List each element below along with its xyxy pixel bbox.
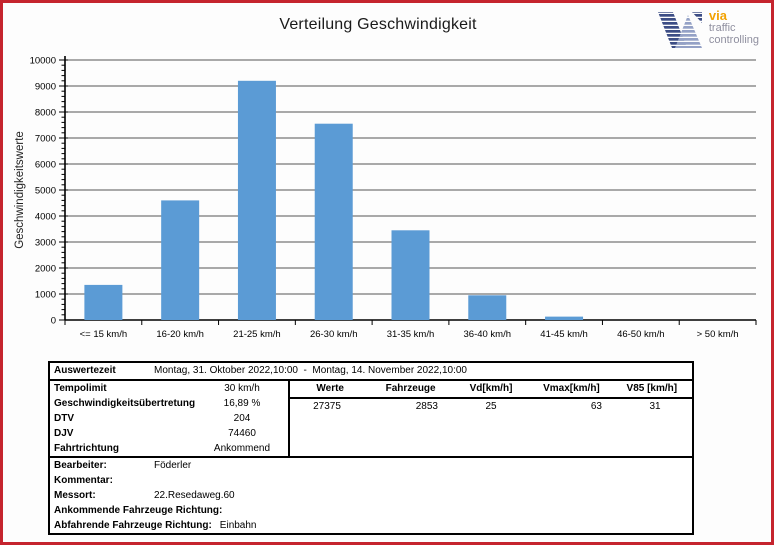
stats-value: 27375 (313, 401, 341, 412)
parameter-label: Geschwindigkeitsübertretung (54, 398, 196, 409)
meta-row: Bearbeiter: Föderler (50, 458, 692, 473)
bar-16-20 km/h (161, 200, 200, 320)
meta-label: Kommentar: (54, 475, 113, 486)
bar-41-45 km/h (545, 316, 584, 320)
y-tick-label: 6000 (35, 160, 56, 171)
parameter-row: DJV 74460 (50, 426, 288, 441)
bar-<= 15 km/h (84, 284, 123, 320)
parameter-value: Ankommend (213, 443, 271, 454)
bar-36-40 km/h (468, 295, 507, 320)
parameter-label: DTV (54, 413, 74, 424)
via-logo-icon (657, 12, 702, 48)
meta-label: Ankommende Fahrzeuge Richtung: (54, 505, 223, 516)
auswertezeit-label: Auswertezeit (54, 365, 116, 376)
x-tick-label: 31-35 km/h (387, 329, 435, 340)
stats-value: 31 (649, 401, 661, 412)
parameter-value: 204 (233, 413, 251, 424)
y-tick-label: 4000 (35, 212, 56, 223)
x-tick-label: 26-30 km/h (310, 329, 358, 340)
stats-column-header: V85 [km/h] (626, 383, 678, 394)
stats-panel: Werte Fahrzeuge Vd[km/h] Vmax[km/h] V85 [km/… (290, 381, 692, 456)
y-tick-label: 8000 (35, 108, 56, 119)
stats-column-header: Werte (316, 383, 344, 394)
meta-label: Bearbeiter: (54, 460, 107, 471)
meta-row: Abfahrende Fahrzeuge Richtung: Einbahn (50, 518, 692, 533)
stats-header-row: Werte Fahrzeuge Vd[km/h] Vmax[km/h] V85 [km/… (290, 381, 692, 399)
logo-brand: via (708, 8, 727, 23)
logo-text: via traffic controlling (708, 8, 759, 46)
parameters-section: Tempolimit 30 km/h Geschwindigkeitsübertre… (50, 381, 692, 458)
speed-distribution-bar-chart: 0 1000 2000 3000 4000 5000 6000 7000 8000 9000 100… (14, 56, 757, 340)
parameter-row: Tempolimit 30 km/h (50, 381, 288, 396)
parameter-value: 16,89 % (223, 398, 261, 409)
meta-row: Messort: 22.Resedaweg.60 (50, 488, 692, 503)
meta-value: 22.Resedaweg.60 (154, 490, 235, 501)
stats-value: 25 (485, 401, 497, 412)
stats-column-header: Vd[km/h] (469, 383, 513, 394)
meta-label: Abfahrende Fahrzeuge Richtung: (54, 520, 212, 531)
auswertezeit-value: Montag, 31. Oktober 2022,10:00 - Montag,… (154, 365, 467, 376)
x-tick-label: 16-20 km/h (156, 329, 204, 340)
meta-row: Ankommende Fahrzeuge Richtung: (50, 503, 692, 518)
auswertezeit-row: Auswertezeit Montag, 31. Oktober 2022,10… (50, 363, 692, 381)
bar-31-35 km/h (391, 230, 430, 320)
x-tick-label: 21-25 km/h (233, 329, 281, 340)
meta-row: Kommentar: (50, 473, 692, 488)
parameter-label: DJV (54, 428, 74, 439)
x-tick-label: > 50 km/h (697, 329, 739, 340)
x-tick-label: <= 15 km/h (80, 329, 128, 340)
page-title: Verteilung Geschwindigkeit (279, 16, 477, 33)
stats-value-row: 27375 2853 25 63 31 (290, 399, 692, 414)
meta-section: Bearbeiter: Föderler Kommentar: Messort: 22.… (50, 458, 692, 533)
y-tick-label: 9000 (35, 82, 56, 93)
meta-label: Messort: (54, 490, 96, 501)
stats-value: 2853 (415, 401, 438, 412)
parameter-label: Tempolimit (54, 383, 107, 394)
bar-21-25 km/h (237, 80, 276, 320)
y-tick-label: 5000 (35, 186, 56, 197)
stats-column-header: Fahrzeuge (385, 383, 436, 394)
x-tick-label: 36-40 km/h (464, 329, 512, 340)
meta-value: Föderler (154, 460, 192, 471)
parameter-label: Fahrtrichtung (54, 443, 119, 454)
logo-line-controlling: controlling (708, 34, 759, 46)
y-tick-label: 1000 (35, 290, 56, 301)
y-tick-label: 7000 (35, 134, 56, 145)
stats-value: 63 (590, 401, 602, 412)
y-axis-title: Geschwindigkeitswerte (14, 131, 26, 249)
x-tick-label: 41-45 km/h (540, 329, 588, 340)
parameter-row: Geschwindigkeitsübertretung 16,89 % (50, 396, 288, 411)
x-tick-label: 46-50 km/h (617, 329, 665, 340)
via-traffic-controlling-logo: via traffic controlling (655, 8, 759, 50)
y-tick-label: 10000 (30, 56, 56, 67)
parameter-value: 74460 (228, 428, 256, 439)
meta-value: Einbahn (219, 520, 257, 531)
y-tick-label: 0 (51, 316, 56, 327)
y-tick-label: 2000 (35, 264, 56, 275)
bar-26-30 km/h (314, 123, 353, 320)
y-tick-label: 3000 (35, 238, 56, 249)
parameters-left-column: Tempolimit 30 km/h Geschwindigkeitsübertre… (50, 381, 290, 456)
logo-line-traffic: traffic (708, 22, 736, 34)
stats-column-header: Vmax[km/h] (543, 383, 600, 394)
parameter-row: DTV 204 (50, 411, 288, 426)
parameter-value: 30 km/h (224, 383, 260, 394)
parameter-row: Fahrtrichtung Ankommend (50, 441, 288, 456)
evaluation-info-table: Auswertezeit Montag, 31. Oktober 2022,10… (48, 361, 694, 535)
